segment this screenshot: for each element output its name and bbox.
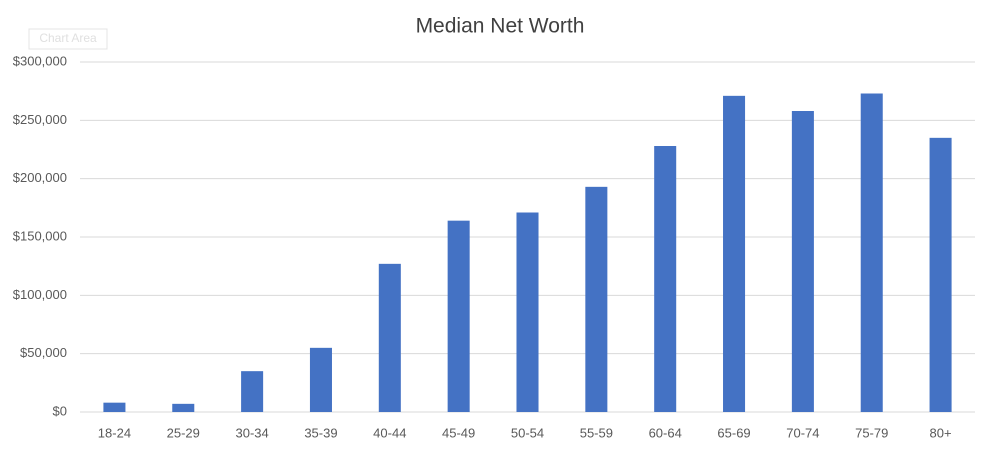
bar	[172, 403, 195, 412]
y-tick-label: $250,000	[13, 112, 67, 127]
bar	[860, 93, 883, 412]
x-tick-label: 50-54	[511, 425, 544, 440]
chart-title: Median Net Worth	[416, 15, 585, 38]
x-tick-label: 40-44	[373, 425, 406, 440]
x-tick-label: 55-59	[580, 425, 613, 440]
bar	[241, 371, 264, 412]
y-tick-label: $100,000	[13, 287, 67, 302]
x-tick-label: 75-79	[855, 425, 888, 440]
x-tick-label: 60-64	[649, 425, 682, 440]
bar	[723, 95, 746, 412]
x-tick-label: 65-69	[717, 425, 750, 440]
bar	[516, 212, 539, 412]
x-tick-label: 35-39	[304, 425, 337, 440]
x-tick-label: 80+	[930, 425, 952, 440]
y-tick-label: $200,000	[13, 170, 67, 185]
y-tick-label: $0	[53, 403, 67, 418]
tooltip: Chart Area	[39, 31, 97, 45]
x-tick-label: 30-34	[235, 425, 268, 440]
bar	[929, 137, 952, 413]
bar	[791, 111, 814, 412]
y-tick-label: $150,000	[13, 228, 67, 243]
x-tick-label: 70-74	[786, 425, 819, 440]
tooltip-box	[28, 28, 108, 50]
y-tick-label: $50,000	[20, 345, 67, 360]
bar	[654, 146, 677, 412]
x-tick-label: 18-24	[98, 425, 131, 440]
bar	[309, 347, 332, 412]
bar	[103, 402, 126, 412]
bar	[447, 220, 470, 412]
bar	[585, 186, 608, 412]
y-tick-label: $300,000	[13, 53, 67, 68]
bar	[378, 263, 401, 412]
x-tick-label: 45-49	[442, 425, 475, 440]
x-tick-label: 25-29	[167, 425, 200, 440]
